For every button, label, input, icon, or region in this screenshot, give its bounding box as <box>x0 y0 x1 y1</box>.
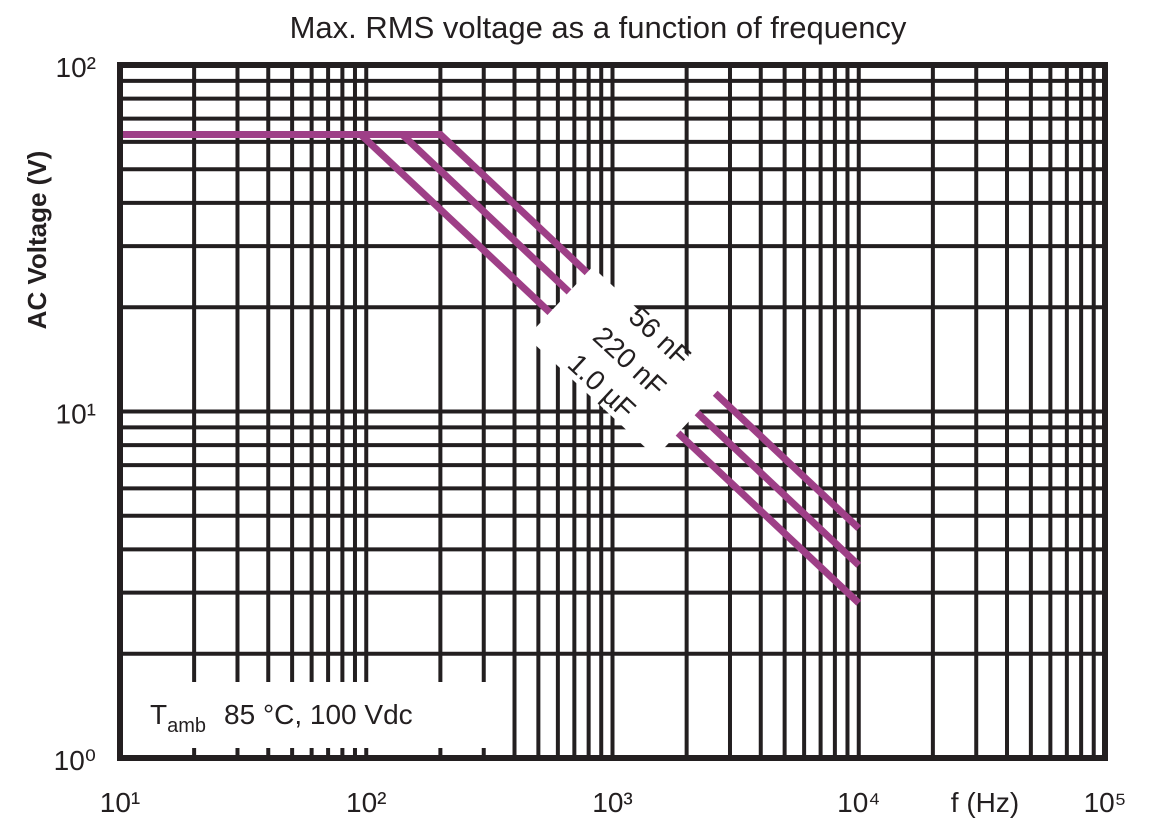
plot-frame <box>117 62 1108 761</box>
x-label-background <box>930 775 1040 825</box>
annotation-text: 85 °C, 100 Vdc <box>224 699 413 730</box>
x-tick-label: 10⁵ <box>1084 787 1127 818</box>
y-tick-label: 10⁰ <box>54 745 96 776</box>
y-axis-label: AC Voltage (V) <box>22 151 52 330</box>
series-line-1-0-f <box>120 131 862 606</box>
x-tick-label: 10³ <box>592 787 632 818</box>
x-axis-label: f (Hz) <box>951 787 1019 818</box>
y-tick-label: 10¹ <box>56 399 96 430</box>
series-group <box>120 131 862 606</box>
annotation-subscript: amb <box>167 715 206 737</box>
annotation: Tamb 85 °C, 100 Vdc <box>128 682 498 748</box>
x-tick-label: 10⁴ <box>837 787 880 818</box>
series-line-56-nf <box>120 131 862 531</box>
x-tick-label: 10² <box>346 787 386 818</box>
annotation-symbol: T <box>150 699 167 730</box>
series-label-background <box>526 266 722 458</box>
grid <box>118 65 1105 760</box>
y-tick-label: 10² <box>56 52 96 83</box>
chart-title: Max. RMS voltage as a function of freque… <box>290 10 907 45</box>
x-tick-label: 10¹ <box>100 787 140 818</box>
